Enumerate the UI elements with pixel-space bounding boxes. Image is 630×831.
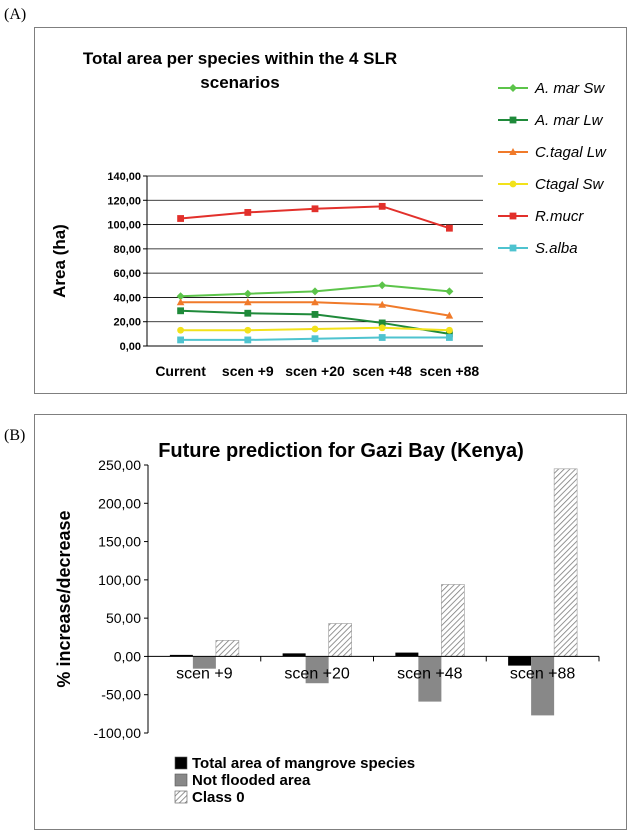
legend-label: A. mar Lw: [534, 112, 604, 129]
line-chart-frame: Total area per species within the 4 SLR s…: [34, 27, 627, 394]
data-point: [244, 298, 252, 306]
y-tick-label: 140,00: [107, 171, 141, 183]
data-point: [176, 292, 185, 301]
x-tick-label: scen +48: [397, 665, 462, 682]
y-axis-label: % increase/decrease: [54, 510, 74, 687]
x-tick-label: scen +48: [352, 363, 412, 379]
chart-title-line: scenarios: [200, 73, 279, 92]
legend-marker: [509, 212, 517, 220]
data-point: [378, 319, 386, 327]
legend-label: Class 0: [192, 789, 245, 806]
data-point: [378, 202, 386, 210]
legend-swatch: [174, 756, 188, 770]
data-point: [446, 326, 453, 334]
y-tick-label: 150,00: [98, 534, 141, 550]
y-tick-label: 50,00: [106, 610, 141, 626]
data-point: [445, 311, 454, 319]
x-tick-label: scen +88: [510, 665, 575, 682]
y-tick-label: 20,00: [113, 317, 141, 329]
bar: [328, 623, 352, 657]
bar: [553, 468, 578, 657]
data-point: [378, 281, 387, 290]
x-tick-label: scen +9: [176, 665, 233, 682]
legend-label: S.alba: [535, 240, 578, 257]
bar: [531, 656, 555, 716]
data-point: [177, 336, 184, 344]
y-axis-label: Area (ha): [50, 224, 69, 298]
bar: [441, 584, 465, 657]
data-point: [445, 287, 454, 296]
legend-marker: [509, 244, 517, 252]
bar-chart: Future prediction for Gazi Bay (Kenya) -1…: [54, 440, 600, 806]
bar: [395, 652, 419, 657]
legend-marker: [509, 148, 517, 155]
legend-label: Total area of mangrove species: [192, 755, 415, 772]
x-tick-label: scen +88: [420, 363, 480, 379]
bar: [418, 656, 442, 702]
data-point: [177, 326, 185, 334]
data-point: [378, 334, 386, 341]
data-point: [244, 336, 252, 344]
y-tick-label: 0,00: [120, 341, 141, 353]
legend-label: A. mar Sw: [534, 80, 605, 97]
x-tick-label: Current: [155, 363, 206, 379]
data-point: [446, 224, 453, 232]
data-point: [311, 287, 319, 296]
data-point: [378, 300, 386, 308]
y-tick-label: 100,00: [98, 572, 141, 588]
legend-label: Ctagal Sw: [535, 176, 605, 193]
legend-swatch: [174, 773, 188, 787]
y-tick-label: 40,00: [113, 292, 141, 304]
data-point: [244, 209, 252, 216]
legend-label: C.tagal Lw: [535, 144, 607, 161]
chart-title: Future prediction for Gazi Bay (Kenya): [158, 440, 524, 462]
data-point: [311, 298, 319, 306]
bar: [508, 656, 532, 666]
y-tick-label: 0,00: [114, 648, 141, 664]
legend-marker: [509, 180, 517, 188]
y-tick-label: -50,00: [101, 687, 141, 703]
x-tick-label: scen +20: [285, 363, 345, 379]
data-point: [176, 298, 185, 306]
y-tick-label: 100,00: [107, 220, 141, 232]
data-point: [244, 326, 252, 334]
data-point: [177, 307, 184, 315]
bar: [215, 640, 240, 657]
bar: [282, 653, 306, 657]
data-point: [446, 334, 453, 341]
data-point: [378, 324, 386, 332]
data-point: [446, 330, 453, 338]
x-tick-label: scen +9: [222, 363, 274, 379]
y-tick-label: 250,00: [98, 457, 141, 473]
bar: [192, 656, 216, 669]
y-tick-label: 200,00: [98, 495, 141, 511]
data-point: [311, 205, 319, 213]
y-tick-label: 120,00: [107, 195, 141, 207]
line-chart: Total area per species within the 4 SLR s…: [50, 49, 607, 379]
bar: [169, 654, 193, 657]
data-point: [311, 335, 319, 343]
y-tick-label: 80,00: [113, 244, 141, 256]
legend-marker: [509, 116, 517, 124]
panel-a-label: (A): [4, 6, 27, 23]
y-tick-label: -100,00: [94, 725, 142, 741]
legend-label: R.mucr: [535, 208, 584, 225]
panel-b-label: (B): [4, 427, 26, 444]
bar: [305, 656, 329, 684]
data-point: [177, 215, 184, 222]
legend-label: Not flooded area: [192, 772, 311, 789]
y-tick-label: 60,00: [113, 268, 141, 280]
chart-title-line: Total area per species within the 4 SLR: [83, 49, 397, 68]
legend-marker: [509, 84, 517, 92]
data-point: [311, 325, 319, 333]
bar-chart-frame: Future prediction for Gazi Bay (Kenya) -1…: [34, 414, 627, 830]
data-point: [243, 289, 252, 298]
x-tick-label: scen +20: [284, 665, 349, 682]
data-point: [311, 311, 319, 318]
data-point: [244, 309, 252, 317]
legend-swatch: [174, 790, 188, 804]
